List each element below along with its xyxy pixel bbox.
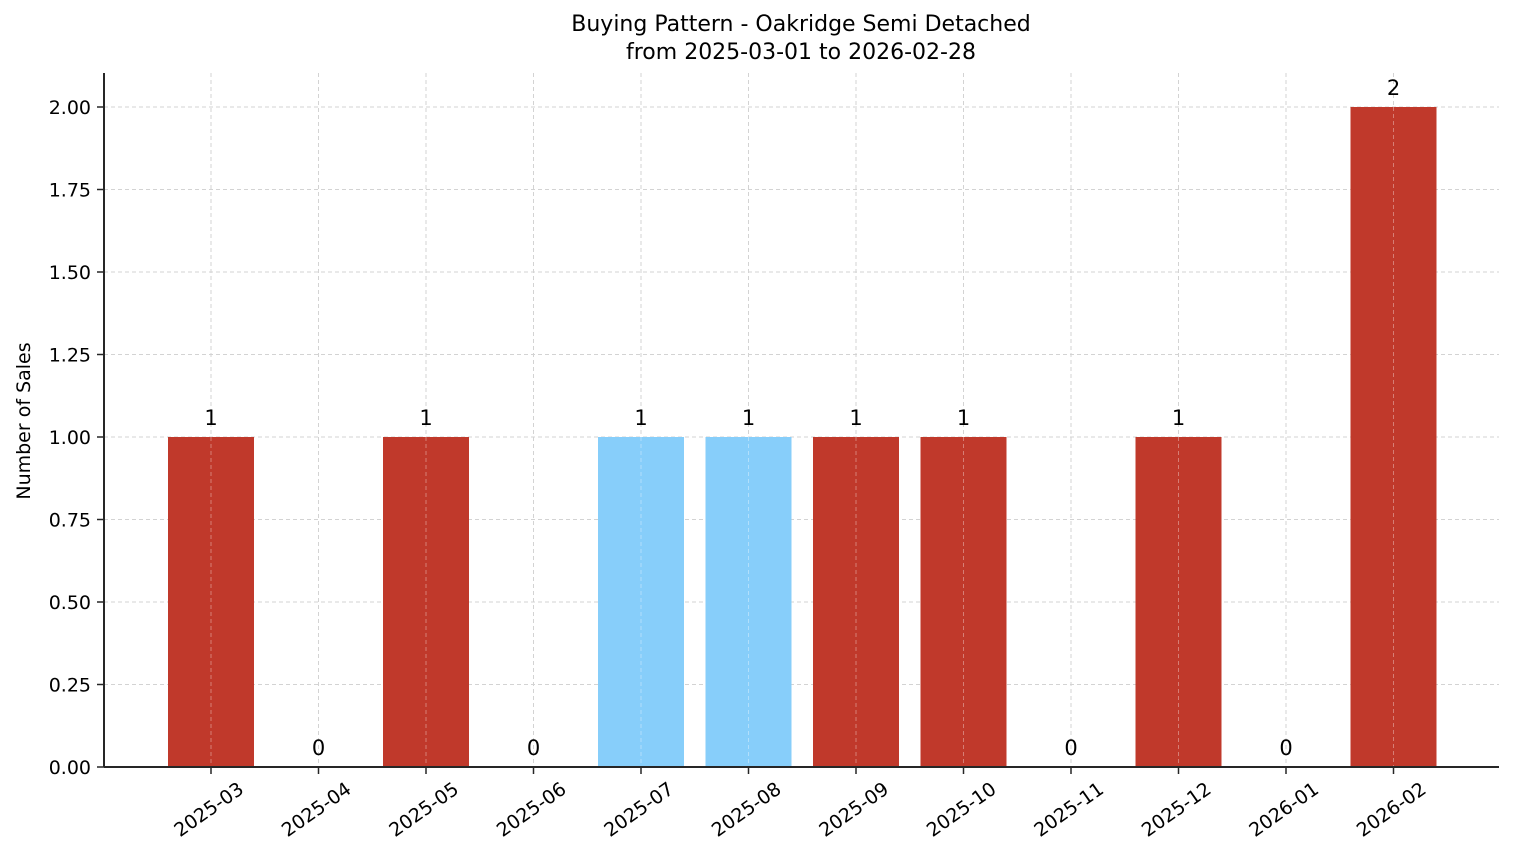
x-tick-label: 2026-01 [1245,778,1323,842]
bar-2025-07 [598,437,684,767]
data-label: 1 [1172,406,1185,430]
data-label: 1 [204,406,217,430]
x-tick-label: 2025-05 [385,778,463,842]
bar-2025-08 [705,437,792,767]
axes [103,73,1499,768]
data-label: 1 [957,406,970,430]
chart-title: Buying Pattern - Oakridge Semi Detached [571,12,1031,37]
y-tick-label: 0.50 [49,592,91,614]
x-axis-ticks: 2025-03 2025-04 2025-05 2025-06 2025-07 2025-… [170,767,1430,842]
y-tick-label: 2.00 [49,97,91,119]
y-tick-label: 1.25 [49,345,91,367]
bar-2025-05 [383,437,469,767]
data-label: 0 [1064,736,1077,760]
y-tick-label: 0.75 [49,510,91,532]
data-label: 1 [849,406,862,430]
bar-2025-10 [920,437,1007,767]
x-tick-label: 2025-11 [1030,778,1108,842]
x-tick-label: 2025-10 [923,778,1001,842]
x-tick-label: 2025-08 [708,778,786,842]
x-tick-label: 2025-07 [600,778,678,842]
data-label: 1 [419,406,432,430]
chart-subtitle: from 2025-03-01 to 2026-02-28 [626,40,976,65]
data-label: 0 [527,736,540,760]
bars [168,107,1437,767]
x-tick-label: 2026-02 [1353,778,1431,842]
y-tick-label: 1.75 [49,180,91,202]
bar-2025-09 [813,437,899,767]
data-label: 0 [1279,736,1292,760]
x-tick-label: 2025-03 [170,778,248,842]
data-label: 0 [312,736,325,760]
grid-lines [104,73,1499,768]
x-tick-label: 2025-12 [1138,778,1216,842]
y-tick-label: 0.00 [49,757,91,779]
bar-2025-03 [168,437,254,767]
data-label: 2 [1387,76,1400,100]
data-label: 1 [634,406,647,430]
y-tick-label: 1.00 [49,427,91,449]
bar-2026-02 [1350,107,1437,767]
y-tick-label: 0.25 [49,675,91,697]
data-labels: 1 0 1 0 1 1 1 1 0 1 0 2 [204,76,1400,767]
bar-2025-12 [1135,437,1222,767]
y-axis-ticks: 0.00 0.25 0.50 0.75 1.00 1.25 1.50 1.75 2.00 [49,97,104,779]
x-tick-label: 2025-09 [815,778,893,842]
y-axis-label: Number of Sales [13,342,35,499]
x-tick-label: 2025-06 [493,778,571,842]
data-label: 1 [742,406,755,430]
y-tick-label: 1.50 [49,262,91,284]
x-tick-label: 2025-04 [278,778,356,842]
